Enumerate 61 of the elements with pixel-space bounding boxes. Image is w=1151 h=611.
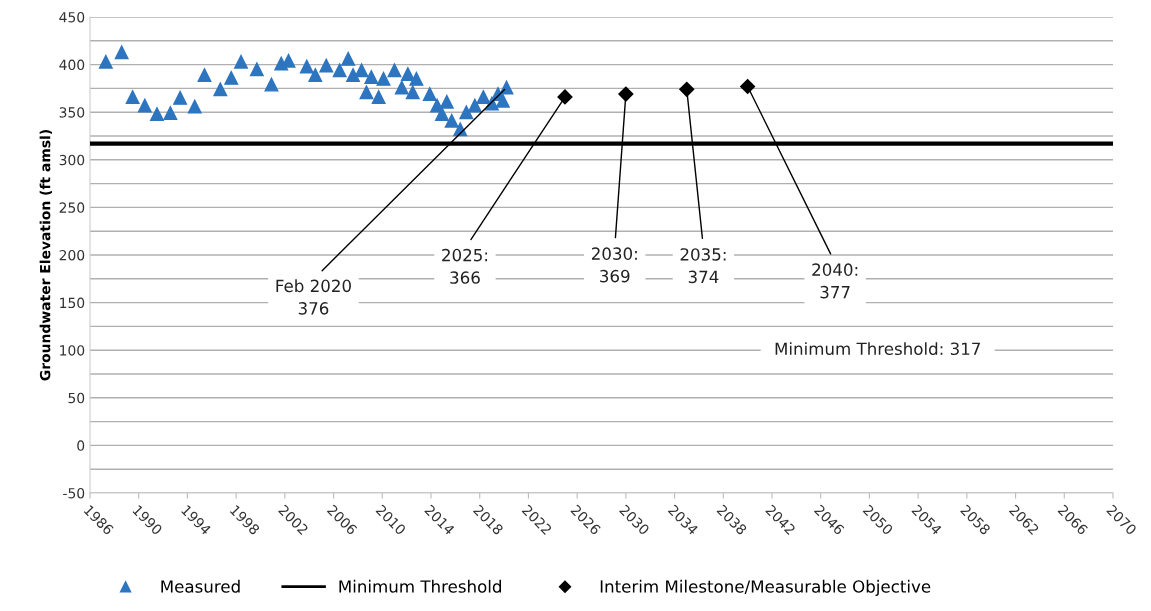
- point: [444, 113, 459, 128]
- point: [422, 87, 437, 102]
- point: [405, 85, 420, 100]
- annotation: Minimum Threshold: 317: [775, 342, 980, 356]
- y-tick-label: 0: [77, 440, 85, 451]
- point: [400, 67, 415, 82]
- annotation: 2035: 374: [680, 248, 726, 284]
- y-tick-label: 350: [59, 107, 85, 118]
- point: [224, 70, 239, 85]
- y-tick-label: 400: [59, 59, 85, 71]
- point: [197, 68, 212, 83]
- point: [137, 98, 152, 113]
- point: [332, 63, 347, 78]
- point: [394, 80, 409, 95]
- y-tick-label: 100: [60, 345, 85, 356]
- y-tick-label: -50: [63, 487, 85, 499]
- point: [364, 70, 379, 84]
- point: [476, 90, 491, 104]
- legend-label: Interim Milestone/Measurable Objective: [600, 579, 931, 596]
- point: [264, 77, 279, 92]
- point: [359, 85, 374, 100]
- point: [114, 45, 129, 60]
- point: [459, 105, 474, 120]
- point: [435, 107, 449, 122]
- point: [299, 59, 314, 74]
- point: [346, 68, 361, 83]
- y-tick-label: 450: [59, 11, 85, 23]
- point: [213, 82, 228, 97]
- point: [495, 93, 510, 108]
- y-tick-label: 150: [60, 297, 85, 309]
- point: [371, 90, 386, 104]
- point: [125, 90, 140, 104]
- y-axis-title: Groundwater Elevation (ft amsl): [39, 130, 53, 381]
- point: [173, 90, 188, 105]
- y-tick-label: 300: [59, 154, 85, 166]
- point: [187, 99, 202, 114]
- point: [409, 71, 424, 86]
- annotation: 2030: 369: [591, 247, 637, 283]
- point: [234, 54, 248, 69]
- point: [354, 63, 369, 78]
- point: [308, 68, 323, 83]
- point: [618, 86, 634, 102]
- legend-label: Minimum Threshold: [339, 579, 501, 593]
- annotation: 2025: 366: [442, 248, 488, 284]
- point: [163, 106, 178, 121]
- legend-label: Measured: [161, 579, 240, 593]
- y-tick-label: 200: [59, 249, 85, 261]
- point: [98, 54, 113, 69]
- y-tick-label: 50: [68, 392, 85, 404]
- annotation: 2040: 377: [812, 263, 858, 299]
- y-tick-label: 250: [59, 202, 85, 213]
- point: [439, 94, 454, 109]
- point: [150, 107, 164, 122]
- point: [249, 62, 264, 77]
- point: [679, 81, 695, 97]
- point: [376, 71, 391, 86]
- point: [387, 63, 402, 78]
- point: [467, 98, 482, 113]
- point: [319, 58, 334, 73]
- annotation: Feb 2020 376: [276, 279, 351, 315]
- point: [341, 51, 356, 66]
